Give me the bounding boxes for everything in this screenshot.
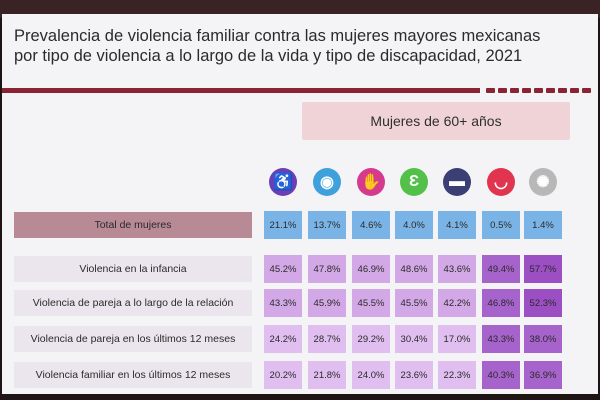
slide: Prevalencia de violencia familiar contra… xyxy=(2,14,598,394)
table-cell: 1.4% xyxy=(524,211,562,239)
table-cell: 4.1% xyxy=(438,211,476,239)
table-cell: 23.6% xyxy=(395,361,433,389)
eye-icon: ◉ xyxy=(313,168,341,196)
table-cell: 24.0% xyxy=(352,361,390,389)
brain-icon: ✺ xyxy=(529,168,557,196)
table-cell: 17.0% xyxy=(438,325,476,353)
bed-icon: ▬ xyxy=(443,168,471,196)
table-cell: 52.3% xyxy=(524,289,562,317)
row-label-wrap: Violencia de pareja a lo largo de la rel… xyxy=(14,290,252,316)
table-cell: 30.4% xyxy=(395,325,433,353)
row-label: Violencia de pareja en los últimos 12 me… xyxy=(14,326,252,352)
disability-icons-row: ♿ ◉ ✋ Ɛ ▬ ◡ ✺ xyxy=(2,168,598,202)
table-cell: 0.5% xyxy=(482,211,520,239)
table-cell: 4.0% xyxy=(395,211,433,239)
table-cell: 24.2% xyxy=(264,325,302,353)
table-cell: 46.8% xyxy=(482,289,520,317)
table-cell: 4.6% xyxy=(352,211,390,239)
chart-title: Prevalencia de violencia familiar contra… xyxy=(14,26,574,66)
top-bar xyxy=(0,0,600,18)
title-line-2: por tipo de violencia a lo largo de la v… xyxy=(14,47,523,65)
mouth-icon: ◡ xyxy=(487,168,515,196)
table-cell: 21.8% xyxy=(308,361,346,389)
table-cell: 45.5% xyxy=(352,289,390,317)
group-header-label: Mujeres de 60+ años xyxy=(370,113,502,129)
table-cell: 45.2% xyxy=(264,255,302,283)
table-cell: 43.3% xyxy=(482,325,520,353)
table-cell: 42.2% xyxy=(438,289,476,317)
table-cell: 46.9% xyxy=(352,255,390,283)
row-label: Total de mujeres xyxy=(14,212,252,238)
table-cell: 57.7% xyxy=(524,255,562,283)
table-cell: 43.6% xyxy=(438,255,476,283)
table-cell: 36.9% xyxy=(524,361,562,389)
table-cell: 29.2% xyxy=(352,325,390,353)
table-cell: 13.7% xyxy=(308,211,346,239)
title-rule-dots xyxy=(486,88,591,93)
table-cell: 28.7% xyxy=(308,325,346,353)
table-cell: 21.1% xyxy=(264,211,302,239)
row-label: Violencia en la infancia xyxy=(14,256,252,282)
row-label: Violencia familiar en los últimos 12 mes… xyxy=(14,362,252,388)
row-label-wrap: Violencia familiar en los últimos 12 mes… xyxy=(14,362,252,388)
table-cell: 20.2% xyxy=(264,361,302,389)
table-cell: 45.5% xyxy=(395,289,433,317)
table-cell: 40.3% xyxy=(482,361,520,389)
title-rule xyxy=(2,88,480,93)
hands-icon: ✋ xyxy=(357,168,385,196)
table-cell: 43.3% xyxy=(264,289,302,317)
ear-icon: Ɛ xyxy=(400,168,428,196)
group-header: Mujeres de 60+ años xyxy=(302,102,570,140)
table-cell: 22.3% xyxy=(438,361,476,389)
row-label-wrap: Violencia en la infancia xyxy=(14,256,252,282)
row-label-wrap: Total de mujeres xyxy=(14,212,252,238)
row-label: Violencia de pareja a lo largo de la rel… xyxy=(14,290,252,316)
title-line-1: Prevalencia de violencia familiar contra… xyxy=(14,27,541,45)
wheelchair-icon: ♿ xyxy=(269,168,297,196)
table-cell: 45.9% xyxy=(308,289,346,317)
table-cell: 49.4% xyxy=(482,255,520,283)
table-cell: 47.8% xyxy=(308,255,346,283)
table-cell: 38.0% xyxy=(524,325,562,353)
row-label-wrap: Violencia de pareja en los últimos 12 me… xyxy=(14,326,252,352)
table-cell: 48.6% xyxy=(395,255,433,283)
